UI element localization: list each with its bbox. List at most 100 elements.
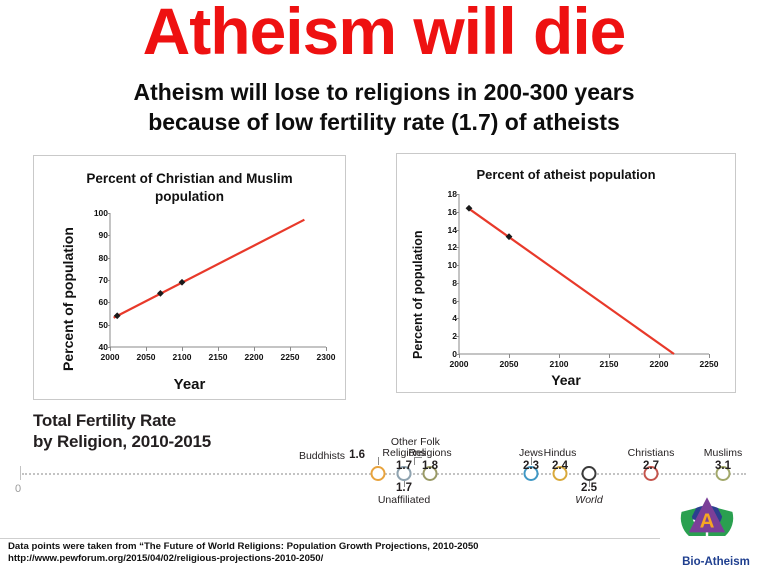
chart-xtick-atheist-2: 2100 <box>549 359 569 369</box>
chart-ytick-atheist-0: 0 <box>435 349 457 359</box>
chart-ytick-christian-muslim-5: 90 <box>98 230 108 241</box>
chart-xtickmark-christian-muslim-1 <box>146 347 147 351</box>
chart-ytick-atheist-5: 10 <box>447 260 457 271</box>
chart-xtick-christian-muslim-5: 2250 <box>280 352 300 362</box>
footer-divider <box>0 538 660 539</box>
fertility-node-world[interactable] <box>581 466 597 481</box>
chart-ylabel-christian-muslim: Percent of population <box>60 227 76 371</box>
fertility-node-folk-religions[interactable] <box>422 466 438 481</box>
chart-title-atheist: Percent of atheist population <box>476 167 656 182</box>
logo-letter-a: A <box>700 510 715 533</box>
chart-ytickmark-christian-muslim-5 <box>106 235 110 237</box>
chart-xtickmark-atheist-3 <box>609 354 610 358</box>
chart-xtick-atheist-5: 2250 <box>699 359 719 369</box>
chart-xtickmark-christian-muslim-4 <box>254 347 255 351</box>
fertility-node-buddhists[interactable] <box>370 466 386 481</box>
chart-trendline-christian-muslim-0 <box>113 218 305 319</box>
chart-xtickmark-christian-muslim-0 <box>110 347 111 351</box>
logo-caption: Bio-Atheism <box>682 556 750 568</box>
fertility-leader-unaffiliated <box>404 481 405 487</box>
fertility-name-buddhists: Buddhists <box>298 449 346 462</box>
chart-xtick-christian-muslim-0: 2000 <box>100 352 120 362</box>
chart-xtick-christian-muslim-2: 2100 <box>172 352 192 362</box>
subtitle-line-2: because of low fertility rate (1.7) of a… <box>148 109 620 135</box>
chart-trendline-atheist-0 <box>466 206 675 355</box>
chart-xtickmark-christian-muslim-3 <box>218 347 219 351</box>
chart-xtickmark-atheist-4 <box>659 354 660 358</box>
fertility-node-hindus[interactable] <box>552 466 568 481</box>
fertility-leader-h-folk-religions <box>414 457 422 458</box>
fertility-label-buddhists: Buddhists 1.6 <box>299 449 365 462</box>
chart-ytick-atheist-3: 6 <box>435 296 457 306</box>
chart-xtickmark-christian-muslim-6 <box>326 347 327 351</box>
fertility-label-folk-religions: Folk Religions 1.8 <box>408 435 451 473</box>
footer-url-line[interactable]: http://www.pewforum.org/2015/04/02/relig… <box>8 553 324 564</box>
fertility-label-muslims: Muslims 3.1 <box>704 447 743 473</box>
fertility-leader-buddhists <box>378 457 379 465</box>
chart-ytickmark-atheist-1 <box>455 336 459 338</box>
chart-ytickmark-christian-muslim-3 <box>106 280 110 281</box>
fertility-name-folk-religions-0: Folk <box>420 435 440 448</box>
fertility-axis-origin-tick <box>20 466 21 480</box>
fertility-leader-jews <box>531 457 532 465</box>
fertility-label-hindus: Hindus 2.4 <box>544 447 577 473</box>
chart-ytick-atheist-8: 16 <box>447 206 457 217</box>
chart-xlabel-atheist: Year <box>551 372 581 388</box>
fertility-label-world: 2.5 World <box>575 482 602 507</box>
fertility-value-hindus: 2.4 <box>552 459 568 472</box>
chart-panel-atheist: Percent of atheist population Percent of… <box>396 153 736 393</box>
fertility-axis-origin-label: 0 <box>15 483 22 495</box>
page-title: Atheism will die <box>142 0 627 68</box>
bio-atheism-logo: A <box>676 484 738 536</box>
chart-svg-christian-muslim <box>109 213 326 348</box>
chart-xtick-atheist-1: 2050 <box>499 359 519 369</box>
chart-ytick-atheist-7: 14 <box>447 224 457 235</box>
fertility-value-jews: 2.3 <box>523 459 539 472</box>
fertility-name-world: World <box>575 494 603 506</box>
chart-ytickmark-atheist-5 <box>455 265 459 267</box>
chart-title-christian-muslim: Percent of Christian and Muslim populati… <box>86 171 293 204</box>
chart-ytickmark-atheist-2 <box>455 318 459 320</box>
chart-ytick-christian-muslim-2: 60 <box>98 297 108 308</box>
fertility-label-other-religions: Other Religions 1.7 <box>382 436 425 473</box>
fertility-value-buddhists: 1.6 <box>349 449 366 461</box>
chart-xtickmark-christian-muslim-5 <box>290 347 291 351</box>
chart-ytick-christian-muslim-6: 100 <box>93 208 108 218</box>
fertility-value-muslims: 3.1 <box>715 459 731 472</box>
chart-ytickmark-christian-muslim-4 <box>106 257 110 259</box>
chart-ylabel-atheist: Percent of population <box>411 230 425 359</box>
chart-xtick-christian-muslim-6: 2300 <box>316 352 336 362</box>
fertility-value-other-religions: 1.7 <box>395 459 412 472</box>
fertility-node-jews[interactable] <box>523 466 539 481</box>
fertility-label-unaffiliated: 1.7 Unaffiliated <box>378 482 430 507</box>
chart-xtickmark-atheist-5 <box>709 354 710 358</box>
chart-xtick-atheist-0: 2000 <box>449 359 469 369</box>
fertility-chart-title: Total Fertility Rate by Religion, 2010-2… <box>33 410 211 452</box>
chart-xtick-christian-muslim-1: 2050 <box>136 352 156 362</box>
footer-source-line: Data points were taken from “The Future … <box>8 541 479 552</box>
chart-ytick-christian-muslim-3: 70 <box>98 275 108 285</box>
chart-ytickmark-atheist-0 <box>455 354 459 355</box>
chart-ytick-atheist-4: 8 <box>435 278 457 288</box>
fertility-node-christians[interactable] <box>643 466 659 481</box>
logo-triangle <box>688 497 726 533</box>
chart-ytickmark-atheist-3 <box>455 300 459 302</box>
chart-axes-atheist <box>458 194 709 355</box>
chart-ytickmark-atheist-6 <box>455 247 459 249</box>
subtitle-line-1: Atheism will lose to religions in 200-30… <box>133 79 635 105</box>
fertility-name-unaffiliated: Unaffiliated <box>377 494 431 506</box>
chart-ytickmark-christian-muslim-6 <box>106 213 110 214</box>
fertility-value-unaffiliated: 1.7 <box>396 482 412 494</box>
plot-area-christian-muslim: 40 50 60 70 80 90 100 2000 2050 2100 2150 2200 2250 2… <box>94 208 336 362</box>
chart-xtickmark-atheist-1 <box>509 354 510 358</box>
fertility-leader-folk-religions <box>414 457 415 465</box>
chart-ytick-atheist-2: 4 <box>435 313 457 323</box>
chart-ytick-atheist-6: 12 <box>447 242 457 253</box>
fertility-node-other-religions[interactable] <box>396 466 412 481</box>
chart-xtick-christian-muslim-3: 2150 <box>208 352 228 362</box>
chart-xtick-atheist-3: 2150 <box>599 359 619 369</box>
chart-ytickmark-christian-muslim-0 <box>106 347 110 348</box>
fertility-node-muslims[interactable] <box>715 466 731 481</box>
logo-graphic: A <box>680 497 734 536</box>
fertility-value-folk-religions: 1.8 <box>421 459 438 472</box>
